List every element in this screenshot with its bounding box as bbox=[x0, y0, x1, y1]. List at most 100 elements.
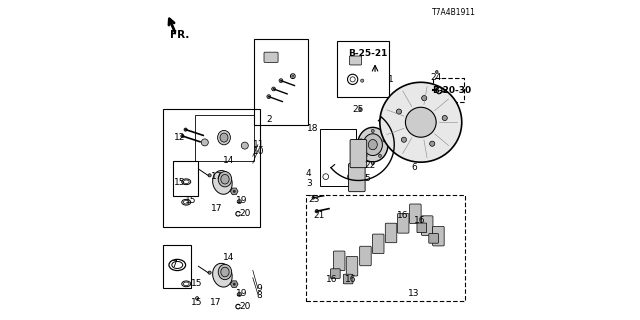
Text: 5: 5 bbox=[365, 174, 370, 183]
Text: 4: 4 bbox=[306, 169, 312, 178]
FancyBboxPatch shape bbox=[397, 214, 409, 233]
Text: 17: 17 bbox=[211, 172, 223, 181]
Bar bbox=[337, 41, 389, 97]
Text: 17: 17 bbox=[211, 298, 221, 307]
Text: 14: 14 bbox=[223, 156, 234, 165]
Text: FR.: FR. bbox=[170, 29, 189, 40]
FancyBboxPatch shape bbox=[333, 251, 345, 271]
Text: 15: 15 bbox=[191, 298, 203, 307]
Ellipse shape bbox=[233, 283, 236, 285]
Ellipse shape bbox=[212, 171, 232, 194]
Text: 14: 14 bbox=[223, 253, 234, 262]
Ellipse shape bbox=[220, 133, 228, 142]
Text: 22: 22 bbox=[364, 161, 376, 170]
Ellipse shape bbox=[406, 107, 436, 137]
Bar bbox=[306, 195, 465, 301]
Ellipse shape bbox=[218, 172, 232, 187]
Text: 16: 16 bbox=[397, 211, 409, 220]
Text: 3: 3 bbox=[306, 179, 312, 188]
Ellipse shape bbox=[237, 292, 242, 296]
Ellipse shape bbox=[233, 190, 236, 192]
Ellipse shape bbox=[279, 79, 283, 83]
FancyBboxPatch shape bbox=[385, 223, 397, 243]
Ellipse shape bbox=[181, 134, 184, 138]
Ellipse shape bbox=[312, 196, 314, 199]
Bar bbox=[254, 39, 308, 125]
Bar bbox=[163, 245, 191, 288]
Ellipse shape bbox=[364, 134, 383, 156]
Text: 13: 13 bbox=[408, 289, 419, 298]
Ellipse shape bbox=[221, 267, 229, 277]
Text: 6: 6 bbox=[411, 163, 417, 172]
Ellipse shape bbox=[371, 129, 374, 132]
FancyBboxPatch shape bbox=[422, 216, 433, 236]
FancyBboxPatch shape bbox=[346, 257, 358, 276]
FancyBboxPatch shape bbox=[410, 204, 421, 223]
Ellipse shape bbox=[315, 209, 319, 213]
Ellipse shape bbox=[292, 75, 294, 77]
Text: 19: 19 bbox=[236, 196, 248, 205]
FancyBboxPatch shape bbox=[372, 234, 384, 253]
Text: 15: 15 bbox=[174, 178, 186, 187]
Text: T7A4B1911: T7A4B1911 bbox=[432, 8, 476, 17]
Bar bbox=[163, 109, 260, 227]
Ellipse shape bbox=[368, 140, 378, 150]
FancyBboxPatch shape bbox=[360, 246, 371, 266]
FancyBboxPatch shape bbox=[349, 56, 362, 65]
Bar bbox=[195, 115, 255, 161]
Ellipse shape bbox=[371, 162, 374, 165]
Text: 23: 23 bbox=[308, 195, 319, 204]
Text: 9: 9 bbox=[257, 284, 262, 293]
FancyBboxPatch shape bbox=[350, 140, 367, 168]
Ellipse shape bbox=[422, 96, 427, 101]
Ellipse shape bbox=[218, 131, 230, 145]
Ellipse shape bbox=[401, 137, 406, 142]
Text: 12: 12 bbox=[173, 133, 185, 142]
Ellipse shape bbox=[212, 263, 232, 287]
Text: 20: 20 bbox=[239, 302, 250, 311]
Ellipse shape bbox=[201, 139, 209, 146]
Text: 25: 25 bbox=[352, 105, 364, 114]
Ellipse shape bbox=[196, 297, 198, 300]
FancyBboxPatch shape bbox=[433, 227, 444, 246]
Text: 20: 20 bbox=[239, 209, 250, 218]
Ellipse shape bbox=[184, 128, 187, 131]
Ellipse shape bbox=[380, 82, 461, 162]
Text: 16: 16 bbox=[345, 275, 356, 284]
Ellipse shape bbox=[361, 79, 364, 82]
Ellipse shape bbox=[436, 70, 438, 73]
Text: 16: 16 bbox=[326, 275, 338, 284]
Ellipse shape bbox=[272, 87, 276, 91]
Ellipse shape bbox=[429, 141, 435, 146]
Bar bbox=[320, 129, 356, 186]
Text: B-25-21: B-25-21 bbox=[348, 49, 387, 58]
Text: 17: 17 bbox=[211, 204, 223, 213]
Bar bbox=[173, 161, 198, 196]
Ellipse shape bbox=[360, 139, 363, 142]
Text: 1: 1 bbox=[388, 75, 394, 84]
Ellipse shape bbox=[383, 139, 386, 142]
Text: 10: 10 bbox=[253, 147, 265, 156]
FancyBboxPatch shape bbox=[331, 269, 340, 278]
Polygon shape bbox=[230, 188, 238, 195]
Text: 8: 8 bbox=[257, 291, 262, 300]
Text: 15: 15 bbox=[185, 196, 196, 205]
FancyBboxPatch shape bbox=[417, 223, 427, 233]
Text: 16: 16 bbox=[414, 216, 426, 225]
Ellipse shape bbox=[396, 109, 401, 114]
FancyBboxPatch shape bbox=[429, 234, 438, 243]
FancyBboxPatch shape bbox=[344, 274, 353, 284]
Text: 24: 24 bbox=[430, 73, 442, 82]
Ellipse shape bbox=[358, 127, 388, 162]
Ellipse shape bbox=[218, 264, 232, 280]
FancyBboxPatch shape bbox=[264, 52, 278, 62]
Ellipse shape bbox=[359, 108, 361, 111]
Text: 21: 21 bbox=[314, 211, 324, 220]
Text: 2: 2 bbox=[266, 115, 271, 124]
Text: 19: 19 bbox=[236, 289, 248, 298]
Bar bbox=[433, 78, 464, 102]
Ellipse shape bbox=[221, 174, 229, 184]
Text: 7: 7 bbox=[172, 260, 177, 269]
Ellipse shape bbox=[208, 271, 211, 274]
Ellipse shape bbox=[208, 174, 211, 177]
